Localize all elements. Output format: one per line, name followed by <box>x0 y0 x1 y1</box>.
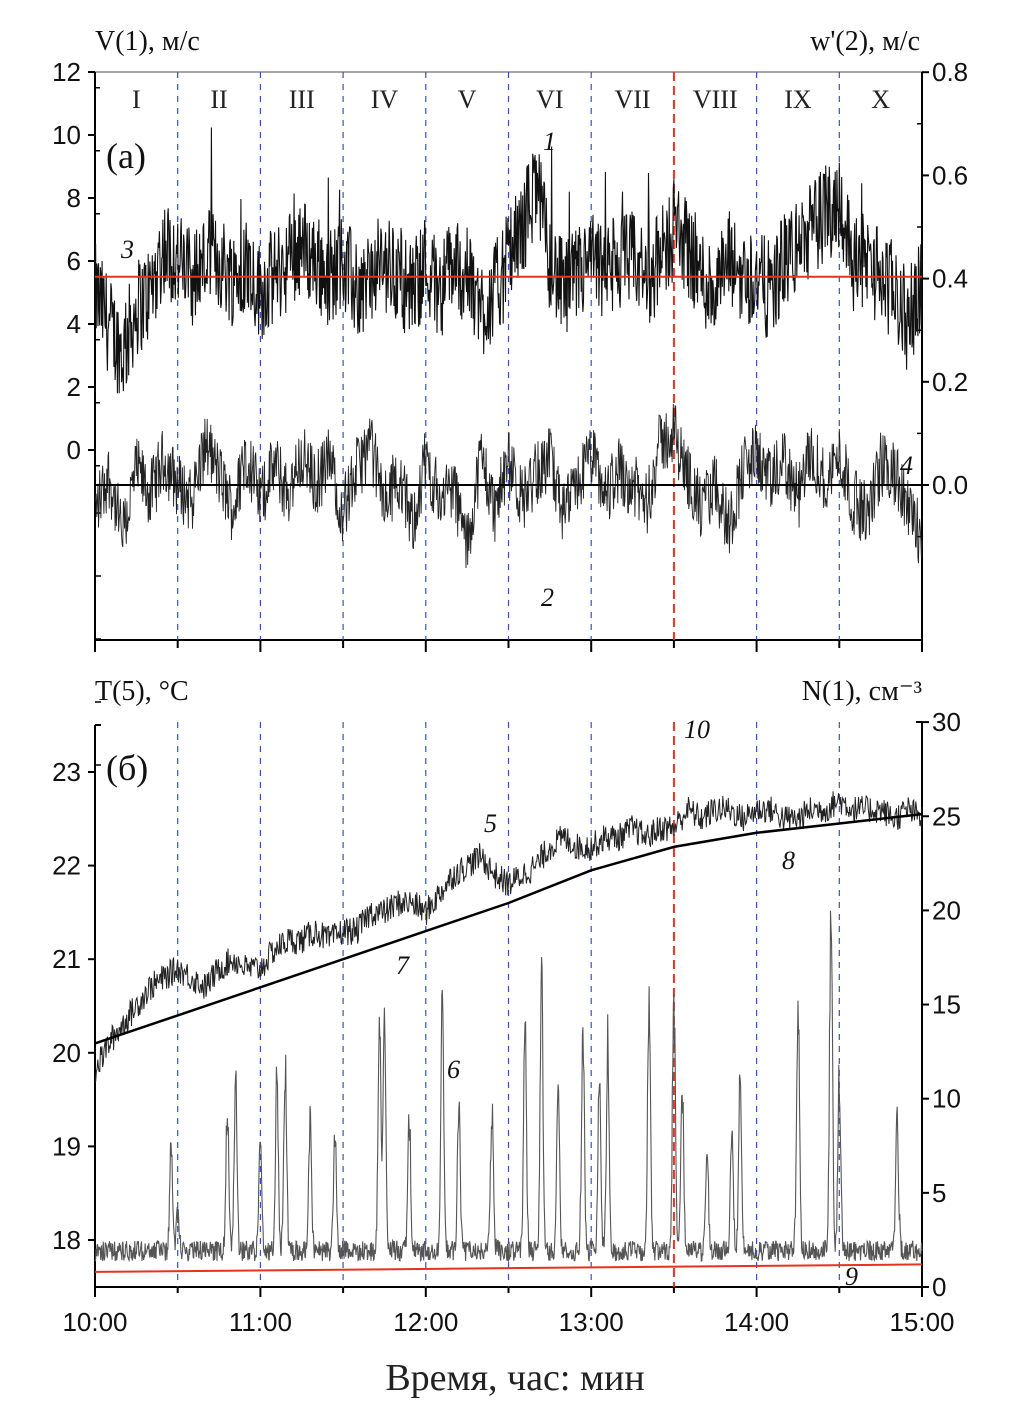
interval-label: IX <box>784 85 812 114</box>
x-tick-label: 13:00 <box>559 1307 624 1337</box>
series-w-line <box>94 403 923 569</box>
series-n-line <box>94 910 923 1263</box>
x-tick-label: 12:00 <box>393 1307 458 1337</box>
interval-label: X <box>871 85 890 114</box>
right-tick-label-b: 20 <box>932 895 961 925</box>
left-tick-label-b: 18 <box>52 1225 81 1255</box>
left-tick-label-b: 20 <box>52 1038 81 1068</box>
x-tick-label: 11:00 <box>229 1307 292 1337</box>
right-tick-label-a: 0.2 <box>932 367 968 397</box>
right-tick-label-b: 5 <box>932 1178 946 1208</box>
left-tick-label-a: 0 <box>67 435 81 465</box>
interval-label: II <box>210 85 227 114</box>
left-tick-label-b: 22 <box>52 851 81 881</box>
x-tick-label: 10:00 <box>62 1307 127 1337</box>
right-tick-label-a: 0.8 <box>932 57 968 87</box>
top-right-axis-label: w'(2), м/с <box>810 26 920 57</box>
left-tick-label-a: 10 <box>52 120 81 150</box>
interval-label: V <box>458 85 477 114</box>
annotation-5: 5 <box>484 809 497 838</box>
left-tick-label-a: 8 <box>67 183 81 213</box>
right-tick-label-b: 30 <box>932 707 961 737</box>
n-background-line <box>94 1263 923 1273</box>
right-tick-label-a: 0.4 <box>932 264 968 294</box>
right-tick-label-a: 0.6 <box>932 160 968 190</box>
annotation-1: 1 <box>543 127 556 156</box>
bottom-left-axis-label: T(5), °C <box>95 676 189 707</box>
left-tick-label-a: 4 <box>67 309 81 339</box>
annotation-9: 9 <box>845 1262 858 1291</box>
left-tick-label-b: 23 <box>52 757 81 787</box>
series-v-line <box>94 127 923 394</box>
x-tick-label: 14:00 <box>724 1307 789 1337</box>
right-tick-label-b: 25 <box>932 801 961 831</box>
panel-a-label: (a) <box>106 136 146 176</box>
annotation-3: 3 <box>120 235 134 264</box>
interval-label: VI <box>536 85 563 114</box>
annotation-8: 8 <box>782 846 795 875</box>
interval-label: VIII <box>693 85 738 114</box>
annotation-2: 2 <box>541 583 554 612</box>
interval-label: IV <box>371 85 399 114</box>
panel-b-label: (б) <box>106 748 148 788</box>
top-left-axis-label: V(1), м/с <box>95 26 200 57</box>
right-tick-label-a: 0.0 <box>932 470 968 500</box>
annotation-4: 4 <box>900 451 913 480</box>
right-tick-label-b: 15 <box>932 990 961 1020</box>
left-tick-label-b: 19 <box>52 1131 81 1161</box>
left-tick-label-b: 21 <box>52 944 81 974</box>
left-tick-label-a: 12 <box>52 57 81 87</box>
right-tick-label-b: 10 <box>932 1084 961 1114</box>
x-tick-label: 15:00 <box>889 1307 954 1337</box>
x-axis-label: Время, час: мин <box>385 1357 644 1399</box>
annotation-7: 7 <box>396 951 410 980</box>
series-t-line <box>94 791 923 1083</box>
right-tick-label-b: 0 <box>932 1272 946 1302</box>
interval-label: I <box>132 85 141 114</box>
annotation-6: 6 <box>447 1055 460 1084</box>
bottom-right-axis-label: N(1), см⁻³ <box>802 676 922 707</box>
interval-label: III <box>289 85 315 114</box>
t-trend-line <box>94 812 923 1045</box>
interval-label: VII <box>615 85 651 114</box>
annotation-10: 10 <box>684 715 710 744</box>
left-tick-label-a: 6 <box>67 246 81 276</box>
left-tick-label-a: 2 <box>67 372 81 402</box>
panel-b: 23 22 21 20 19 18 30 25 20 15 10 5 0 10:00 11:00 12:00 1… <box>52 707 961 1337</box>
